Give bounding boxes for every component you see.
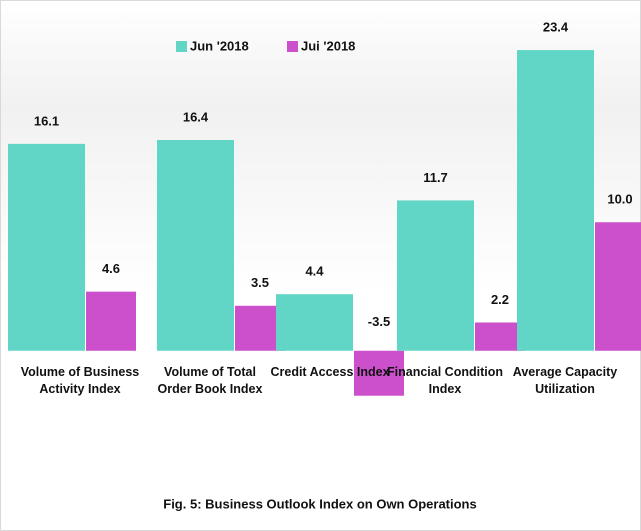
bar xyxy=(276,294,353,351)
x-tick-label: Volume of Total Order Book Index xyxy=(157,365,263,396)
data-label: 2.2 xyxy=(491,292,509,307)
data-label: 23.4 xyxy=(543,19,569,34)
bar xyxy=(397,200,474,351)
x-tick-label: Average Capacity Utilization xyxy=(512,365,618,396)
bar xyxy=(475,322,525,351)
data-label: 4.6 xyxy=(102,261,120,276)
bar xyxy=(595,222,641,351)
bar xyxy=(517,50,594,351)
data-label: 16.1 xyxy=(34,113,59,128)
bar xyxy=(354,350,404,396)
bar xyxy=(86,291,136,351)
bar xyxy=(157,140,234,351)
data-label: -3.5 xyxy=(368,314,390,329)
legend-label: Jui '2018 xyxy=(301,38,355,53)
x-tick-label: Volume of Business Activity Index xyxy=(20,365,140,396)
legend-swatch xyxy=(176,41,187,52)
x-tick-label: Financial Condition Index xyxy=(387,365,503,396)
data-label: 10.0 xyxy=(607,192,632,207)
chart-title: Fig. 5: Business Outlook Index on Own Op… xyxy=(163,496,476,511)
x-tick-label: Credit Access Index xyxy=(270,365,390,379)
legend-label: Jun '2018 xyxy=(190,38,249,53)
data-label: 11.7 xyxy=(423,170,448,185)
data-label: 4.4 xyxy=(305,264,324,279)
data-label: 16.4 xyxy=(183,109,209,124)
data-label: 3.5 xyxy=(251,275,269,290)
legend-swatch xyxy=(287,41,298,52)
bar xyxy=(8,143,85,351)
